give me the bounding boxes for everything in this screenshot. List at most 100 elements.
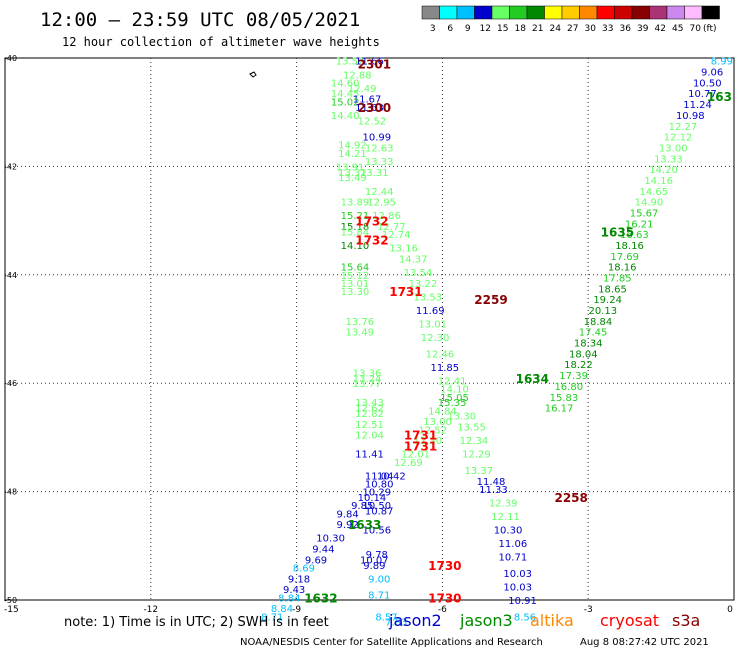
wave-height-value: 12.04 bbox=[355, 431, 384, 442]
wave-height-value: 14.21 bbox=[338, 149, 367, 160]
wave-height-value: 9.92 bbox=[336, 520, 358, 531]
track-time-label: 1731 bbox=[404, 440, 437, 454]
track-time-label: 1731 bbox=[389, 285, 422, 299]
legend-label: 36 bbox=[620, 24, 632, 34]
legend-swatch bbox=[421, 5, 440, 20]
wave-height-value: 17.39 bbox=[559, 371, 588, 382]
satellite-legend-s3a: s3a bbox=[672, 611, 700, 630]
wave-height-value: 15.35 bbox=[438, 398, 467, 409]
wave-height-value: 10.77 bbox=[688, 89, 717, 100]
track-time-label: 1635 bbox=[601, 225, 634, 239]
wave-height-value: 13.16 bbox=[389, 244, 418, 255]
wave-height-value: 10.30 bbox=[316, 534, 345, 545]
wave-height-value: 15.83 bbox=[550, 393, 579, 404]
legend-label: 6 bbox=[447, 24, 453, 34]
wave-height-value: 15.05 bbox=[440, 393, 469, 404]
grid-lines bbox=[5, 58, 734, 600]
wave-height-value: 15.64 bbox=[341, 263, 370, 274]
legend-swatch bbox=[631, 5, 650, 20]
wave-height-value: 8.71 bbox=[368, 591, 390, 602]
wave-height-value: 12.63 bbox=[365, 143, 394, 154]
track-time-label: 1632 bbox=[304, 591, 337, 605]
wave-height-value: 8.99 bbox=[711, 57, 733, 68]
wave-height-value: 13.30 bbox=[341, 287, 370, 298]
track-time-label: 1730 bbox=[428, 591, 461, 605]
legend-swatch bbox=[596, 5, 615, 20]
wave-height-value: 8.57 bbox=[375, 612, 397, 623]
wave-height-value: 13.43 bbox=[355, 398, 384, 409]
wave-height-value: 10.50 bbox=[362, 501, 391, 512]
wave-height-value: 11.06 bbox=[499, 539, 528, 550]
legend-swatch bbox=[439, 5, 458, 20]
wave-height-value: 14.37 bbox=[399, 255, 428, 266]
wave-height-value: 13.76 bbox=[345, 317, 374, 328]
track-time-label: 1732 bbox=[355, 215, 388, 229]
wave-height-value: 15.67 bbox=[630, 208, 659, 219]
legend-label: 27 bbox=[567, 24, 578, 34]
wave-height-value: 12.39 bbox=[489, 498, 518, 509]
wave-height-value: 20.13 bbox=[588, 306, 617, 317]
wave-height-value: 13.55 bbox=[457, 423, 486, 434]
track-time-label: 1634 bbox=[516, 372, 549, 386]
wave-height-value: 12.29 bbox=[462, 450, 491, 461]
wave-height-value: 13.33 bbox=[365, 157, 394, 168]
wave-height-value: 16.21 bbox=[625, 219, 654, 230]
wave-height-value: 12.30 bbox=[421, 333, 450, 344]
wave-height-value: 12.44 bbox=[365, 187, 394, 198]
wave-height-value: 9.69 bbox=[305, 555, 327, 566]
footer-credit: NOAA/NESDIS Center for Satellite Applica… bbox=[240, 637, 543, 648]
wave-height-value: 18.22 bbox=[564, 360, 593, 371]
wave-height-value: 13.36 bbox=[353, 368, 382, 379]
track-time-label: 2259 bbox=[474, 293, 507, 307]
wave-height-value: 17.69 bbox=[610, 252, 639, 263]
footer-note: note: 1) Time is in UTC; 2) SWH is in fe… bbox=[64, 615, 329, 630]
wave-height-value: 10.14 bbox=[358, 493, 387, 504]
wave-height-value: 18.65 bbox=[598, 284, 627, 295]
wave-height-value: 13.00 bbox=[659, 143, 688, 154]
legend-swatch bbox=[456, 5, 475, 20]
legend-label: 12 bbox=[480, 24, 491, 34]
wave-height-value: 10.29 bbox=[362, 488, 391, 499]
legend-label: 18 bbox=[515, 24, 527, 34]
wave-height-value: 12.34 bbox=[460, 436, 489, 447]
legend-label: 24 bbox=[550, 24, 562, 34]
track-time-label: 1732 bbox=[355, 234, 388, 248]
legend-swatch bbox=[474, 5, 493, 20]
wave-height-value: 11.41 bbox=[355, 450, 384, 461]
wave-height-value: 10.50 bbox=[693, 78, 722, 89]
wave-height-value: 15.84 bbox=[341, 227, 370, 238]
wave-height-value: 9.43 bbox=[283, 585, 305, 596]
wave-height-value: 15.18 bbox=[341, 222, 370, 233]
chart-subtitle: 12 hour collection of altimeter wave hei… bbox=[62, 35, 380, 49]
wave-height-value: 12.88 bbox=[343, 70, 372, 81]
wave-height-value: 12.77 bbox=[377, 222, 406, 233]
wave-height-value: 14.60 bbox=[331, 78, 360, 89]
legend-label: 21 bbox=[532, 24, 543, 34]
wave-height-value: 18.16 bbox=[608, 263, 637, 274]
legend-swatch bbox=[701, 5, 720, 20]
wave-height-value: 11.33 bbox=[479, 485, 508, 496]
x-tick-label: -12 bbox=[143, 605, 158, 615]
wave-height-value: 14.45 bbox=[331, 89, 360, 100]
wave-height-value: 14.40 bbox=[331, 111, 360, 122]
wave-height-value: 9.78 bbox=[366, 550, 388, 561]
legend-swatch bbox=[509, 5, 528, 20]
wave-height-value: 11.67 bbox=[353, 95, 382, 106]
wave-height-value: 9.89 bbox=[363, 561, 385, 572]
wave-height-value: 10.98 bbox=[676, 111, 705, 122]
wave-height-value: 14.92 bbox=[338, 141, 367, 152]
wave-height-value: 10.07 bbox=[360, 555, 389, 566]
y-tick-label: -40 bbox=[4, 54, 17, 63]
legend-label: 33 bbox=[602, 24, 613, 34]
y-tick-label: -46 bbox=[4, 379, 17, 388]
wave-height-value: 13.32 bbox=[338, 168, 367, 179]
wave-height-value: 12.12 bbox=[664, 133, 693, 144]
legend-label: 45 bbox=[672, 24, 683, 34]
wave-height-value: 13.49 bbox=[338, 173, 367, 184]
legend-label: 30 bbox=[585, 24, 597, 34]
wave-height-value: 13.30 bbox=[448, 412, 477, 423]
satellite-legend-cryosat: cryosat bbox=[600, 611, 659, 630]
wave-height-value: 14.10 bbox=[341, 241, 370, 252]
